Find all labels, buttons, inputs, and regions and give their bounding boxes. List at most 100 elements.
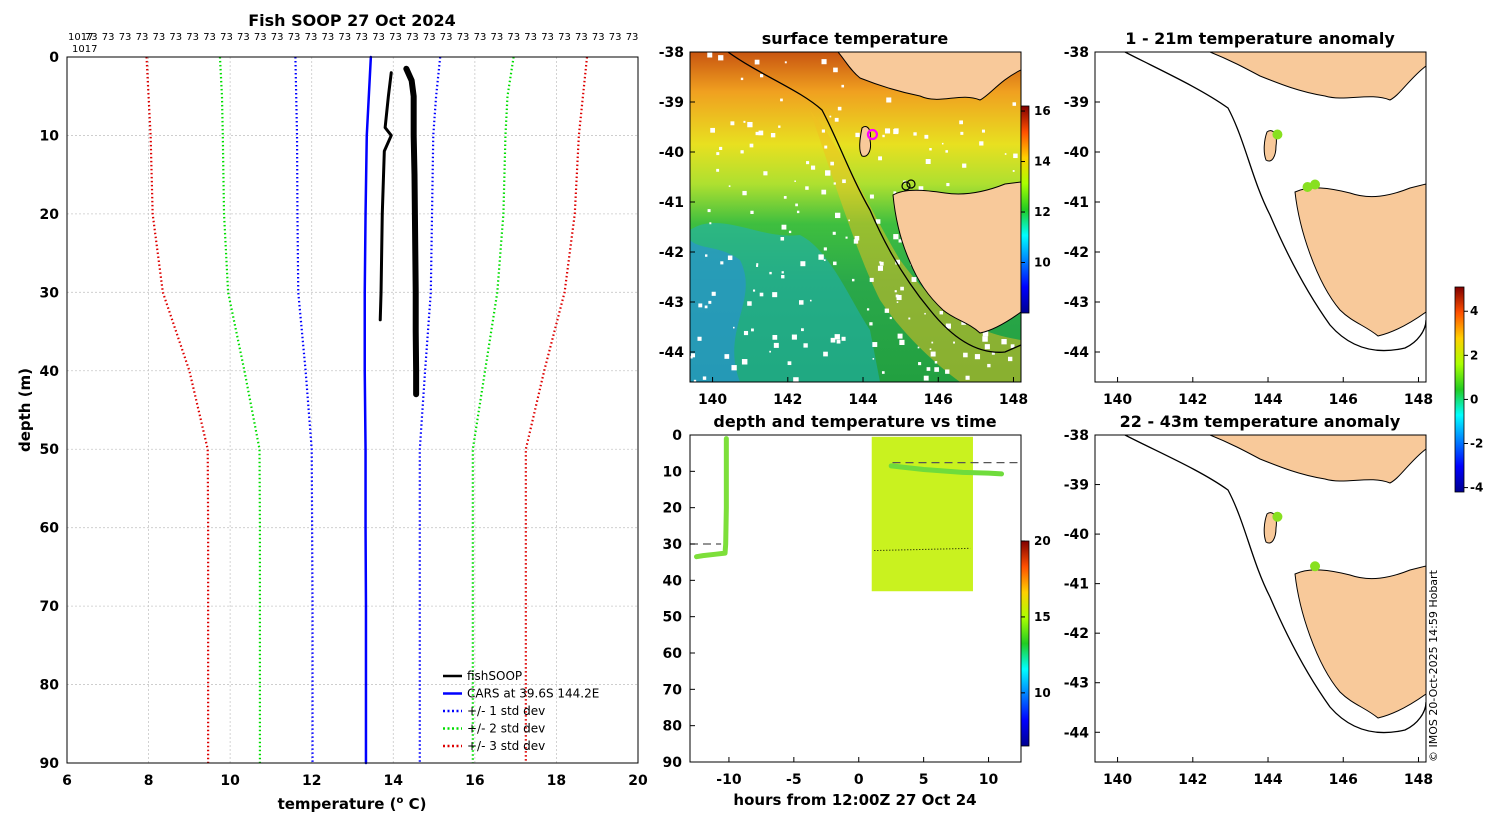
profile-top-count: 73 <box>254 32 267 43</box>
anomaly-shallow-x-ticks: 140 142 144 146 148 <box>1103 377 1433 408</box>
sst-cloud-gap <box>946 182 950 187</box>
profile-x-tick-label: 14 <box>384 773 404 789</box>
sst-cloud-gap <box>830 161 834 166</box>
profile-y-tick-label: 70 <box>40 599 60 615</box>
sst-cloud-gap <box>823 247 827 251</box>
sst-y-tick-label: -44 <box>659 345 685 361</box>
anomaly-colorbar-ticks: 4 2 0 -2 -4 <box>1464 304 1483 495</box>
profile-top-count: 73 <box>322 32 335 43</box>
anomaly-shallow-point <box>1302 182 1313 192</box>
anomaly-deep-points <box>1272 511 1321 572</box>
sst-cloud-gap <box>834 117 839 122</box>
sst-cloud-gap <box>784 61 787 64</box>
depth-time-band <box>871 436 973 592</box>
sst-cloud-gap <box>727 255 733 261</box>
profile-x-tick-label: 20 <box>628 773 648 789</box>
profile-top-count-row2: 1017 <box>72 44 97 55</box>
anomaly-map-shallow: 1 - 21m temperature anomaly 140 142 144 146… <box>1064 29 1433 408</box>
profile-top-count: 73 <box>136 32 149 43</box>
profile-chart-title: Fish SOOP 27 Oct 2024 <box>248 11 456 30</box>
anomaly-deep-point <box>1272 511 1283 522</box>
anomaly-deep-y-tick-label: -41 <box>1064 577 1089 593</box>
sst-cloud-gap <box>747 121 753 128</box>
depth-time-x-tick-label: -5 <box>786 772 802 788</box>
profile-series-line <box>145 56 210 763</box>
sst-cloud-gap <box>711 291 716 296</box>
sst-cloud-gap <box>960 131 964 135</box>
sst-cloud-gap <box>763 171 768 176</box>
sst-cloud-gap <box>778 125 781 128</box>
sst-cloud-gap <box>794 180 796 182</box>
depth-time-x-ticks: -10 -5 0 5 10 <box>716 757 999 788</box>
profile-x-tick-label: 18 <box>547 773 566 789</box>
sst-cloud-gap <box>823 259 826 262</box>
profile-top-count: 73 <box>85 32 98 43</box>
sst-cloud-gap <box>833 182 836 185</box>
depth-time-y-tick-label: 0 <box>672 428 682 444</box>
anomaly-deep-y-tick-label: -42 <box>1064 626 1089 642</box>
sst-cloud-gap <box>800 261 806 267</box>
profile-top-count: 73 <box>626 32 639 43</box>
sst-cloud-gap <box>705 254 708 257</box>
profile-top-count: 73 <box>440 32 453 43</box>
sst-cloud-gap <box>796 210 800 214</box>
anomaly-deep-point <box>1310 561 1321 572</box>
sst-cloud-gap <box>878 156 883 161</box>
sst-cloud-gap <box>1012 170 1015 172</box>
sst-cloud-gap <box>791 334 797 340</box>
sst-cloud-gap <box>984 344 990 350</box>
anomaly-shallow-axes-box <box>1094 51 1427 383</box>
sst-victoria-land <box>837 52 1021 101</box>
sst-cloud-gap <box>900 286 904 291</box>
sst-station-marker <box>906 179 916 189</box>
sst-cloud-gap <box>836 339 841 344</box>
sst-cloud-gap <box>793 377 799 382</box>
sst-cloud-gap <box>979 141 984 146</box>
depth-time-band-trace <box>874 547 971 552</box>
anomaly-shallow-x-tick-label: 142 <box>1178 392 1207 408</box>
anomaly-deep-victoria <box>1209 435 1426 484</box>
sst-cloud-gap <box>879 261 884 266</box>
sst-cloud-gap <box>834 334 840 340</box>
sst-cloud-gap <box>720 261 724 265</box>
sst-station-marker <box>901 181 911 191</box>
sst-cloud-gap <box>894 290 897 293</box>
anomaly-shallow-y-tick-label: -42 <box>1064 245 1089 261</box>
sst-cloud-gap <box>896 294 902 301</box>
sst-cloud-gap <box>929 348 932 351</box>
sst-cloud-gap <box>1012 102 1017 106</box>
sst-cloud-gap <box>842 179 846 184</box>
sst-cloud-gap <box>897 333 903 339</box>
sst-cloud-gap <box>755 131 759 136</box>
sst-cloud-gap <box>747 301 752 306</box>
sst-y-tick-label: -38 <box>659 45 684 61</box>
sst-cloud-gap <box>801 328 804 332</box>
profile-legend: fishSOOP CARS at 39.6S 144.2E +/- 1 std de… <box>443 669 599 753</box>
sst-x-tick-label: 146 <box>924 392 953 408</box>
sst-cloud-gap <box>1001 339 1007 345</box>
sst-cloud-gap <box>918 186 924 191</box>
anomaly-deep-x-tick-label: 148 <box>1404 772 1433 788</box>
profile-top-count: 73 <box>541 32 554 43</box>
sst-cloud-gap <box>841 336 846 341</box>
profile-top-count: 1017 <box>68 32 93 43</box>
profile-series-line <box>418 56 442 763</box>
sst-cloud-gap <box>759 292 764 297</box>
sst-cloud-gap <box>884 308 890 313</box>
anomaly-deep-y-tick-label: -40 <box>1064 527 1090 543</box>
sst-cloud-gap <box>930 351 936 357</box>
sst-cloud-gap <box>728 185 731 188</box>
profile-legend-label: +/- 2 std dev <box>467 722 545 736</box>
profile-series <box>145 55 589 765</box>
sst-cloud-gap <box>837 106 842 111</box>
anomaly-shallow-y-tick-label: -43 <box>1064 295 1089 311</box>
sst-cloud-gap <box>959 120 963 125</box>
sst-cloud-gap <box>740 77 744 81</box>
sst-cloud-gap <box>931 341 934 344</box>
profile-top-count: 73 <box>153 32 166 43</box>
sst-colorbar-tick-label: 16 <box>1034 104 1051 118</box>
profile-y-tick-label: 30 <box>40 285 60 301</box>
profile-top-count: 73 <box>389 32 402 43</box>
depth-time-y-tick-label: 70 <box>663 682 683 698</box>
